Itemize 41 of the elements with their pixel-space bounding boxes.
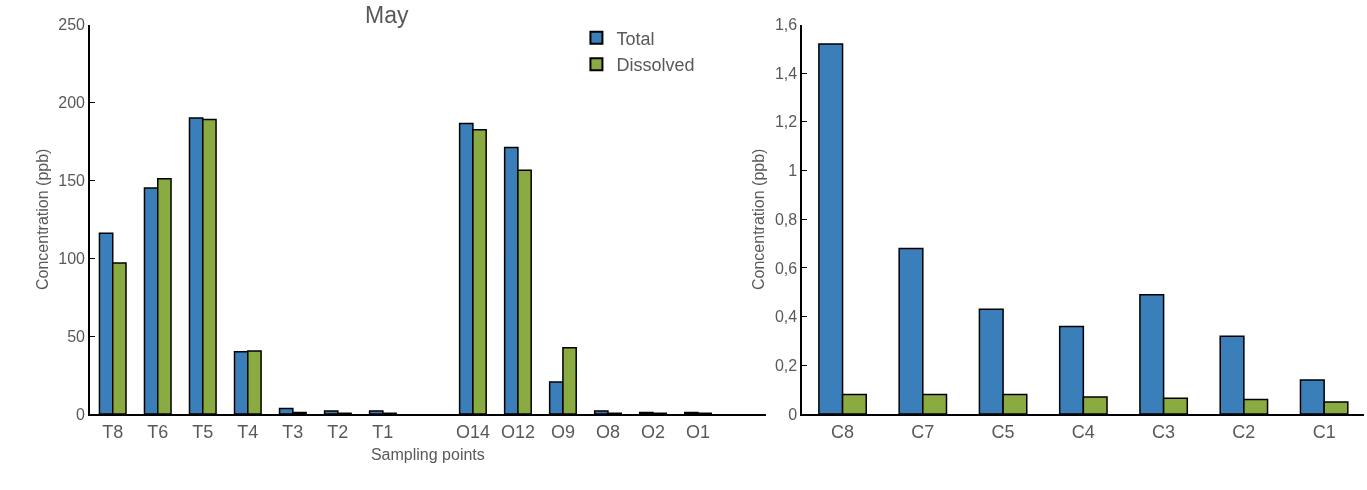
y-tick-label: 50 (67, 327, 86, 345)
y-tick-label: 150 (58, 171, 86, 189)
x-tick-label: T4 (237, 421, 259, 442)
x-tick-label: C1 (1312, 421, 1336, 442)
x-tick-label: C3 (1152, 421, 1176, 442)
y-tick-label: 0,2 (774, 356, 798, 374)
x-tick-label: O12 (500, 421, 535, 442)
x-tick-label: T5 (192, 421, 214, 442)
y-tick-label: 0,4 (774, 308, 798, 326)
x-tick-label: T8 (102, 421, 124, 442)
y-tick-label: 200 (58, 94, 86, 112)
y-tick-label: 0,6 (774, 259, 798, 277)
x-tick-label: C2 (1232, 421, 1256, 442)
y-axis-title: Concentration (ppb) (33, 148, 51, 290)
x-tick-label: O2 (640, 421, 665, 442)
y-tick-label: 1,6 (774, 16, 798, 34)
x-axis-title: Sampling points (370, 445, 485, 463)
x-tick-label: T2 (327, 421, 349, 442)
x-tick-label: T1 (372, 421, 394, 442)
x-tick-label: C5 (991, 421, 1015, 442)
y-axis-title: Concentration (ppb) (750, 148, 768, 290)
x-tick-label: T3 (282, 421, 304, 442)
x-tick-label: T6 (147, 421, 169, 442)
y-tick-label: 250 (58, 16, 86, 34)
y-tick-label: 1 (788, 162, 798, 180)
x-tick-label: C4 (1071, 421, 1095, 442)
legend-label: Dissolved (616, 55, 695, 76)
y-tick-label: 1,4 (774, 64, 798, 82)
x-tick-label: C7 (911, 421, 935, 442)
x-tick-label: O8 (595, 421, 620, 442)
y-tick-label: 100 (58, 249, 86, 267)
x-tick-label: C8 (831, 421, 855, 442)
y-tick-label: 0,8 (774, 210, 798, 228)
legend-label: Total (616, 28, 655, 49)
y-tick-label: 0 (76, 405, 86, 423)
x-tick-label: O1 (685, 421, 710, 442)
chart-title: May (365, 2, 409, 28)
y-tick-label: 0 (788, 405, 798, 423)
y-tick-label: 1,2 (774, 113, 798, 131)
x-tick-label: O9 (550, 421, 575, 442)
x-tick-label: O14 (455, 421, 490, 442)
